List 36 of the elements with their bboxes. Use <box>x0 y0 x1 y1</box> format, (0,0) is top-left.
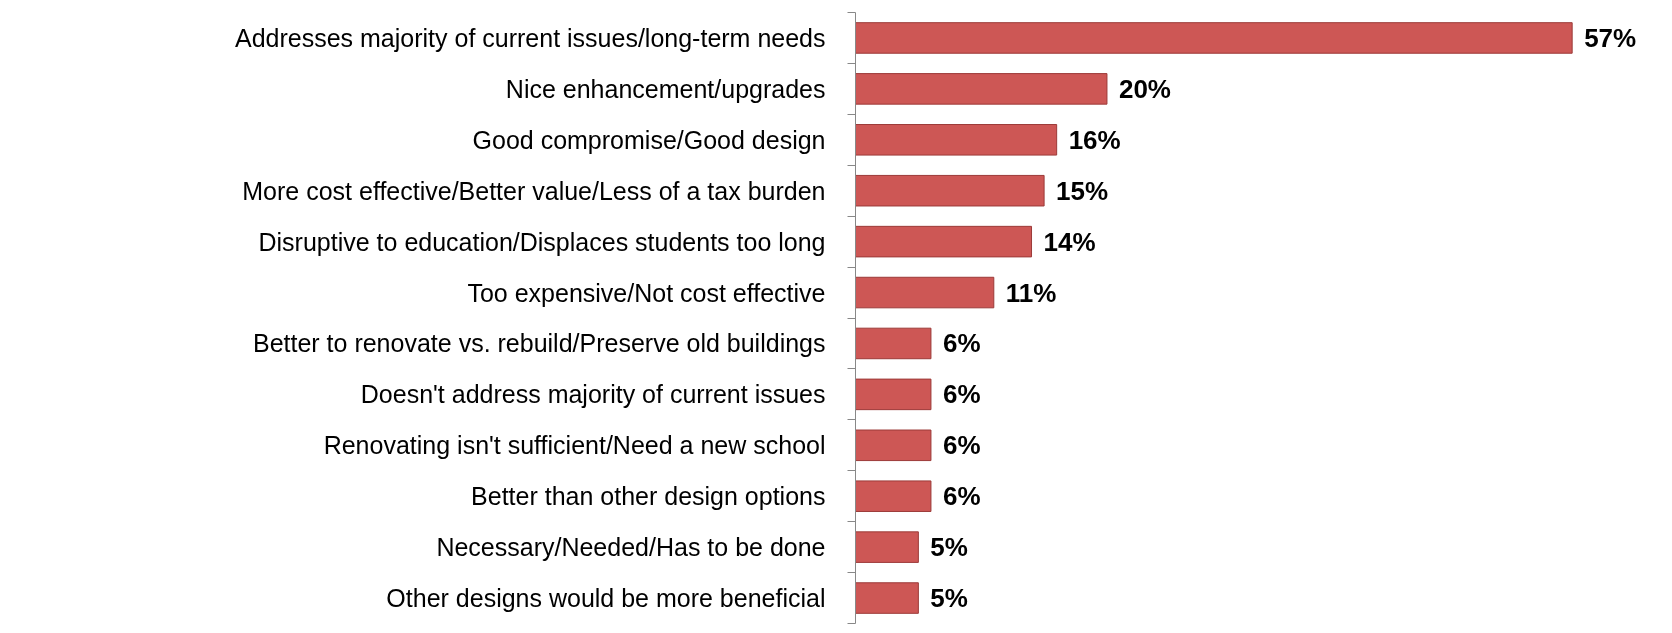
bar <box>855 73 1108 105</box>
data-label: 14% <box>1043 226 1096 257</box>
bar <box>855 327 932 360</box>
data-label: 11% <box>1005 277 1057 308</box>
y-tick-label: Good compromise/Good design <box>472 125 826 154</box>
y-tick-label: Other designs would be more beneficial <box>386 584 826 613</box>
y-tick-label: Renovating isn't sufficient/Need a new school <box>323 431 826 460</box>
data-label: 15% <box>1056 175 1109 206</box>
data-label: 57% <box>1584 22 1637 53</box>
bar <box>855 124 1058 156</box>
data-label: 6% <box>942 430 981 461</box>
data-label: 6% <box>942 379 981 410</box>
bar <box>855 22 1573 54</box>
bar <box>855 531 919 563</box>
y-tick-label: Better than other design options <box>471 482 826 511</box>
y-tick-label: Disruptive to education/Displaces students too long <box>258 227 826 256</box>
bar <box>855 480 932 512</box>
y-tick-label: Nice enhancement/upgrades <box>505 74 826 103</box>
bar <box>855 429 932 462</box>
y-tick-label: Necessary/Needed/Has to be done <box>436 533 826 562</box>
bar <box>855 582 919 614</box>
bar <box>855 378 932 411</box>
y-tick-label: Too expensive/Not cost effective <box>467 278 826 307</box>
data-label: 20% <box>1118 73 1172 104</box>
data-label: 5% <box>930 532 968 563</box>
data-label: 6% <box>942 328 981 359</box>
bar <box>855 276 995 309</box>
data-label: 5% <box>930 583 968 614</box>
data-label: 6% <box>942 481 981 512</box>
data-label: 16% <box>1068 124 1121 155</box>
y-tick-label: Addresses majority of current issues/long-term needs <box>234 23 826 52</box>
y-tick-label: Better to renovate vs. rebuild/Preserve old buildings <box>252 329 826 358</box>
bar <box>855 174 1045 207</box>
bar <box>855 225 1033 258</box>
y-tick-label: More cost effective/Better value/Less of a tax burden <box>242 176 826 205</box>
y-tick-label: Doesn't address majority of current issues <box>360 380 826 409</box>
